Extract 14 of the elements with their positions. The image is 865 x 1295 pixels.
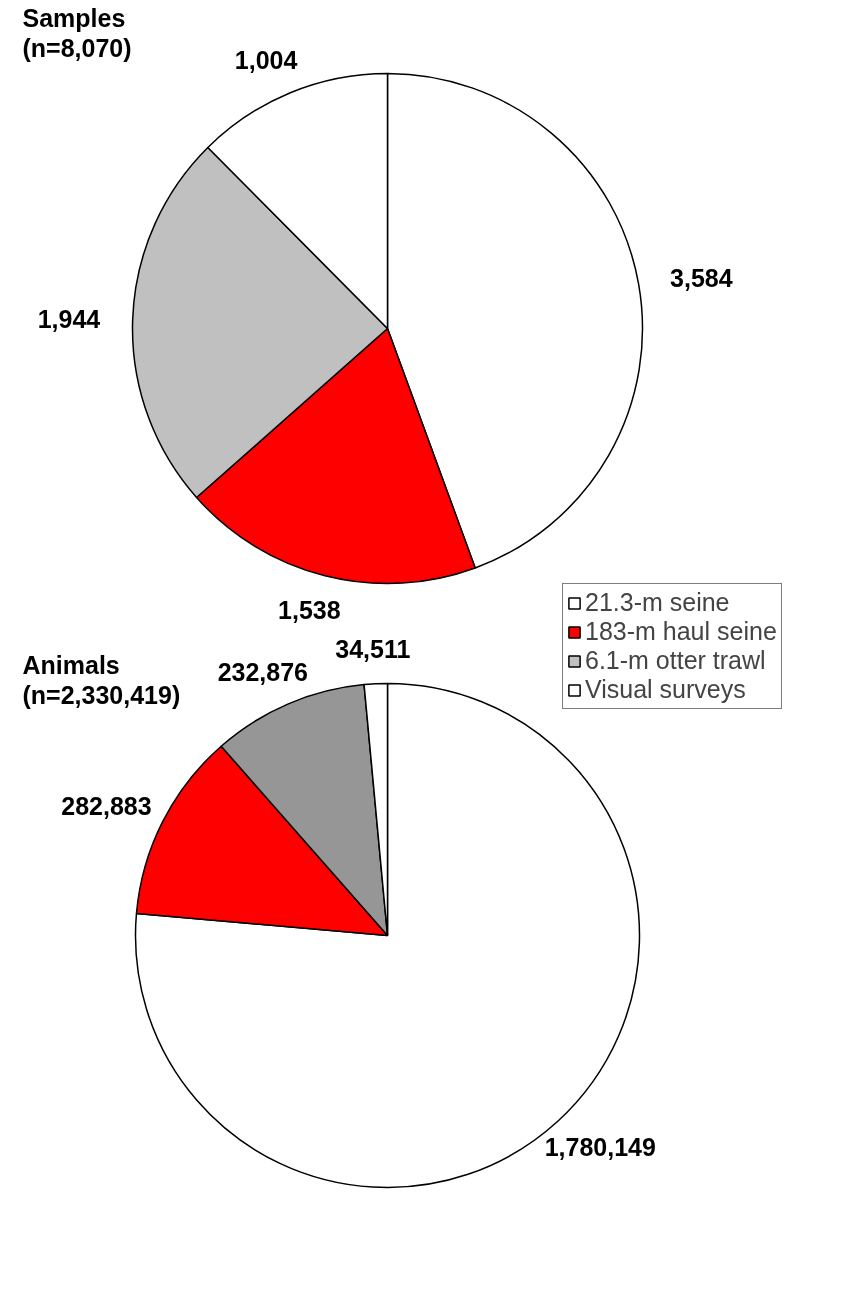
data-label: 1,944 — [37, 305, 101, 334]
legend-label: Visual surveys — [585, 675, 746, 704]
legend-label: 6.1-m otter trawl — [585, 646, 766, 675]
text: Animals (n=2,330,419) — [22, 650, 181, 709]
data-label: 1,538 — [278, 596, 341, 625]
data-label: 3,584 — [670, 263, 733, 292]
legend-label: 21.3-m seine — [585, 588, 730, 617]
data-label: 282,883 — [61, 791, 152, 820]
chart-title: Samples (n=8,070) — [22, 3, 132, 62]
data-label: 34,511 — [335, 634, 411, 663]
legend-label: 183-m haul seine — [585, 617, 777, 646]
data-label: 232,876 — [217, 657, 308, 686]
data-label: 1,004 — [234, 45, 298, 74]
data-label: 1,780,149 — [544, 1133, 656, 1162]
